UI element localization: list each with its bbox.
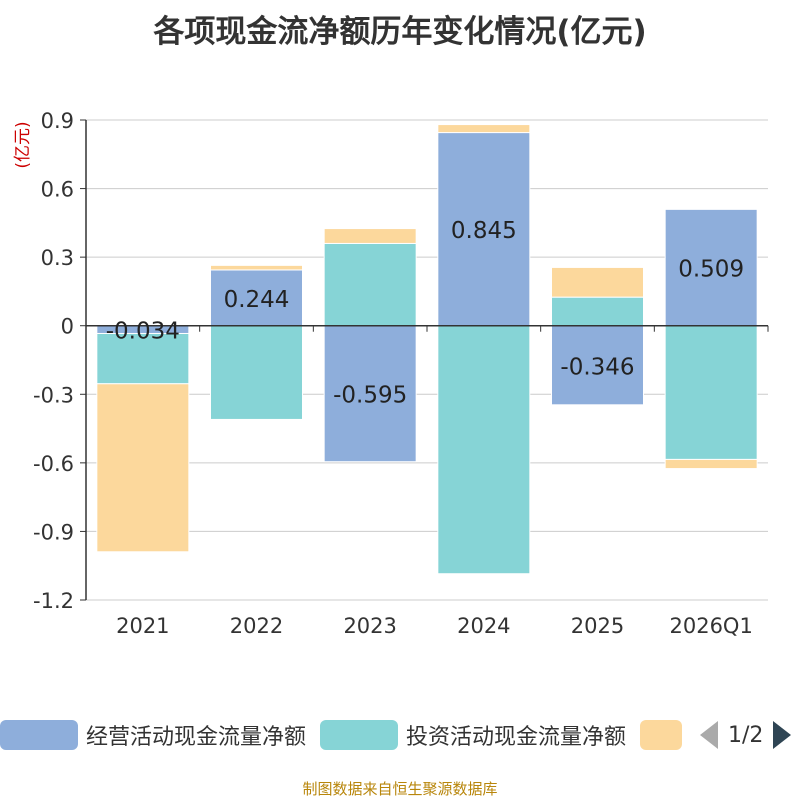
data-label: 0.244 [224,287,290,313]
pager-next-icon[interactable] [773,721,792,749]
bar-investing [437,325,531,575]
legend-swatch-investing [320,720,398,750]
y-tick-label: -1.2 [33,589,74,613]
legend-item-investing[interactable]: 投资活动现金流量净额 [320,720,626,750]
y-tick-label: 0.6 [41,178,74,202]
y-tick-label: 0 [61,315,74,339]
bar-financing [664,458,758,470]
x-tick-label: 2021 [116,614,169,638]
x-tick-label: 2023 [343,614,396,638]
y-tick-label: 0.9 [41,109,74,133]
bar-financing [437,124,531,134]
data-label: 0.509 [678,257,744,283]
y-axis-unit-label: (亿元) [13,121,33,168]
bar-financing [551,266,644,298]
legend-swatch-operating [0,720,78,750]
legend: 经营活动现金流量净额 投资活动现金流量净额 1/2 [0,712,800,756]
y-tick-label: -0.6 [33,452,74,476]
legend-pager: 1/2 [700,720,792,750]
bar-investing [210,325,303,420]
x-tick-label: 2022 [230,614,283,638]
pager-text: 1/2 [728,722,764,748]
y-tick-label: 0.3 [41,246,74,270]
legend-label-investing: 投资活动现金流量净额 [406,725,627,750]
bar-financing [96,383,190,553]
x-tick-label: 2026Q1 [669,614,752,638]
legend-label-operating: 经营活动现金流量净额 [86,725,307,750]
y-tick-label: -0.3 [33,383,74,407]
source-note: 制图数据来自恒生聚源数据库 [302,780,498,798]
bar-financing [210,264,303,271]
bar-operating [323,325,417,463]
bar-operating [664,208,758,327]
data-label: -0.595 [333,383,407,409]
x-tick-label: 2024 [457,614,510,638]
data-label: -0.034 [106,319,180,345]
legend-swatch-financing [640,720,682,750]
x-tick-label: 2025 [571,614,624,638]
bar-financing [323,228,417,244]
bar-operating [437,132,531,327]
data-label: 0.845 [451,218,517,244]
bar-investing [323,242,417,327]
bar-investing [664,325,758,460]
legend-item-operating[interactable]: 经营活动现金流量净额 [0,720,306,750]
data-label: -0.346 [560,354,634,380]
pager-prev-icon[interactable] [700,721,718,749]
legend-item-financing[interactable] [640,720,690,750]
chart-title: 各项现金流净额历年变化情况(亿元) [153,14,647,50]
bar-investing [551,296,644,327]
y-tick-label: -0.9 [33,520,74,544]
